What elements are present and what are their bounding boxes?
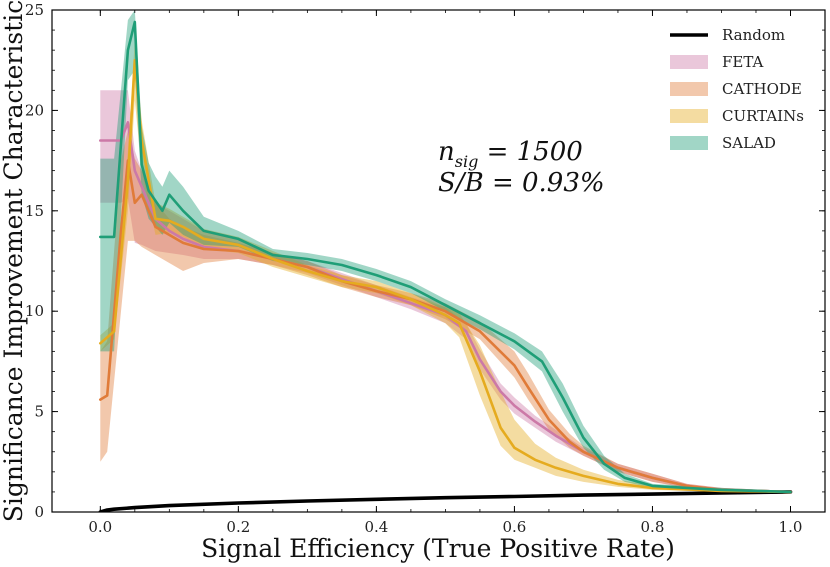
y-axis-title: Significance Improvement Characteristic [0,0,28,522]
axis-ticks: 0.0 0.2 0.4 0.6 0.8 1.0 0 5 10 15 20 25 [25,1,826,536]
legend-swatch-feta [670,55,708,69]
legend-label-cathode: CATHODE [722,80,802,98]
y-tick-label: 10 [25,302,44,320]
x-tick-label: 0.8 [641,518,665,536]
plot-frame [51,9,826,513]
curtains-band [100,40,791,493]
series-lines [98,20,793,512]
legend-label-curtains: CURTAINs [722,107,804,125]
x-tick-label: 0.2 [226,518,250,536]
random-line [98,490,793,512]
legend-swatch-cathode [670,82,708,96]
curtains-line [99,58,792,494]
annotation-nsig: nsig = 1500 [438,137,583,171]
legend-label-random: Random [722,26,785,44]
x-axis-title: Signal Efficiency (True Positive Rate) [201,534,675,563]
y-tick-label: 0 [34,503,44,521]
legend-label-salad: SALAD [722,134,776,152]
legend: Random FETA CATHODE CURTAINs SALAD [670,26,804,152]
y-tick-label: 5 [34,403,44,421]
legend-swatch-salad [670,136,708,150]
x-tick-label: 1.0 [779,518,803,536]
legend-swatch-curtains [670,109,708,123]
legend-label-feta: FETA [722,53,764,71]
y-tick-label: 15 [25,202,44,220]
cathode-line [99,159,792,494]
y-tick-label: 20 [25,101,44,119]
x-tick-label: 0.4 [364,518,388,536]
salad-line [99,20,792,494]
y-tick-label: 25 [25,1,44,19]
x-tick-label: 0.0 [88,518,112,536]
x-tick-label: 0.6 [502,518,526,536]
annotation: nsig = 1500 S/B = 0.93% [438,137,605,198]
annotation-sb: S/B = 0.93% [438,168,605,198]
